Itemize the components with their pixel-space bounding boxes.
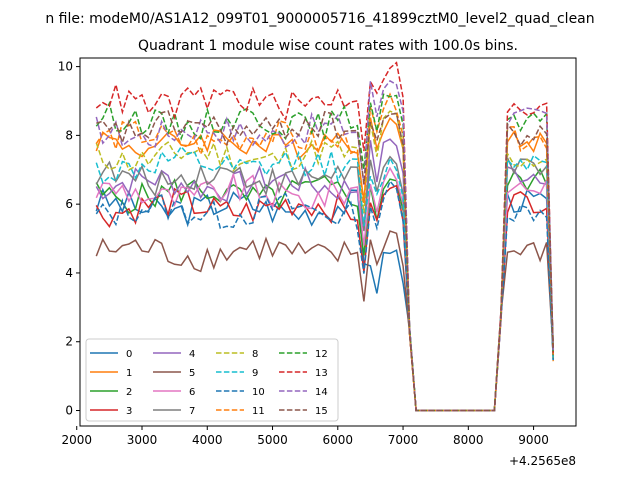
legend-label-13: 13 bbox=[315, 368, 328, 379]
legend-label-11: 11 bbox=[252, 406, 265, 417]
y-tick-label: 8 bbox=[65, 128, 73, 142]
legend-label-3: 3 bbox=[126, 406, 132, 417]
legend-label-7: 7 bbox=[189, 406, 195, 417]
legend-label-4: 4 bbox=[189, 349, 195, 360]
y-axis: 0 2 4 6 8 10 bbox=[58, 60, 80, 418]
x-tick-label: 9000 bbox=[518, 433, 549, 447]
legend-label-15: 15 bbox=[315, 406, 328, 417]
legend-label-5: 5 bbox=[189, 368, 195, 379]
axes-frame bbox=[79, 57, 577, 427]
y-tick-label: 4 bbox=[65, 266, 73, 280]
legend-label-2: 2 bbox=[126, 387, 132, 398]
legend-label-12: 12 bbox=[315, 349, 328, 360]
x-tick-label: 2000 bbox=[61, 433, 92, 447]
y-tick-label: 10 bbox=[58, 60, 73, 74]
legend-label-8: 8 bbox=[252, 349, 258, 360]
series-lines bbox=[95, 61, 554, 412]
x-axis: 2000 3000 4000 5000 6000 7000 8000 9000 bbox=[61, 426, 549, 447]
x-tick-label: 3000 bbox=[127, 433, 158, 447]
legend-label-9: 9 bbox=[252, 368, 258, 379]
x-tick-label: 7000 bbox=[388, 433, 419, 447]
legend-label-6: 6 bbox=[189, 387, 195, 398]
y-tick-label: 6 bbox=[65, 197, 73, 211]
y-tick-label: 2 bbox=[65, 335, 73, 349]
x-tick-label: 5000 bbox=[257, 433, 288, 447]
x-tick-label: 8000 bbox=[453, 433, 484, 447]
legend-label-0: 0 bbox=[126, 349, 132, 360]
legend-label-14: 14 bbox=[315, 387, 328, 398]
legend-label-1: 1 bbox=[126, 368, 132, 379]
figure-suptitle: n file: modeM0/AS1A12_099T01_9000005716_… bbox=[45, 11, 594, 27]
chart-title: Quadrant 1 module wise count rates with … bbox=[138, 38, 518, 54]
legend-label-10: 10 bbox=[252, 387, 265, 398]
x-tick-label: 4000 bbox=[192, 433, 223, 447]
plot-area bbox=[95, 61, 554, 412]
series-line-15 bbox=[96, 110, 554, 412]
x-tick-label: 6000 bbox=[323, 433, 354, 447]
x-offset-label: +4.2565e8 bbox=[509, 454, 576, 468]
legend-box bbox=[85, 338, 339, 422]
y-tick-label: 0 bbox=[65, 404, 73, 418]
